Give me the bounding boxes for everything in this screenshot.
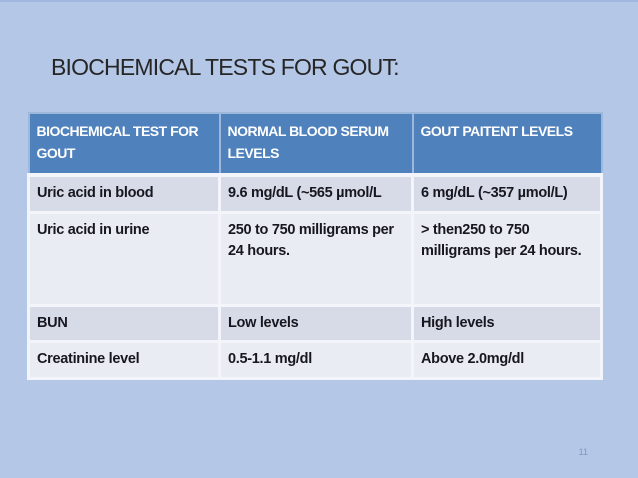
table-header-cell-test: BIOCHEMICAL TEST FOR GOUT — [27, 112, 221, 177]
table-row-uric-acid-urine: Uric acid in urine 250 to 750 milligrams… — [27, 210, 603, 307]
slide-top-edge-line — [0, 0, 638, 2]
table-cell: > then250 to 750 milligrams per 24 hours… — [411, 210, 603, 307]
table-cell: Uric acid in blood — [27, 173, 221, 214]
table-cell: 9.6 mg/dL (~565 µmol/L — [218, 173, 414, 214]
page-number: 11 — [578, 447, 588, 457]
table-header-row: BIOCHEMICAL TEST FOR GOUT NORMAL BLOOD S… — [27, 112, 603, 177]
table-cell: 0.5-1.1 mg/dl — [218, 339, 414, 380]
table-cell: Creatinine level — [27, 339, 221, 380]
table-cell: Uric acid in urine — [27, 210, 221, 307]
slide-title: BIOCHEMICAL TESTS FOR GOUT: — [51, 54, 400, 80]
table-row-bun: BUN Low levels High levels — [27, 303, 603, 343]
table-cell: High levels — [411, 303, 603, 343]
table-cell: 6 mg/dL (~357 µmol/L) — [411, 173, 603, 214]
table-cell: BUN — [27, 303, 221, 343]
table-header-cell-gout-levels: GOUT PAITENT LEVELS — [411, 112, 603, 177]
table-cell: 250 to 750 milligrams per 24 hours. — [218, 210, 414, 307]
table-row-creatinine: Creatinine level 0.5-1.1 mg/dl Above 2.0… — [27, 339, 603, 380]
table-header-cell-normal-levels: NORMAL BLOOD SERUM LEVELS — [218, 112, 414, 177]
table-cell: Low levels — [218, 303, 414, 343]
table-row-uric-acid-blood: Uric acid in blood 9.6 mg/dL (~565 µmol/… — [27, 173, 603, 214]
table-cell: Above 2.0mg/dl — [411, 339, 603, 380]
gout-tests-table: BIOCHEMICAL TEST FOR GOUT NORMAL BLOOD S… — [27, 112, 603, 380]
